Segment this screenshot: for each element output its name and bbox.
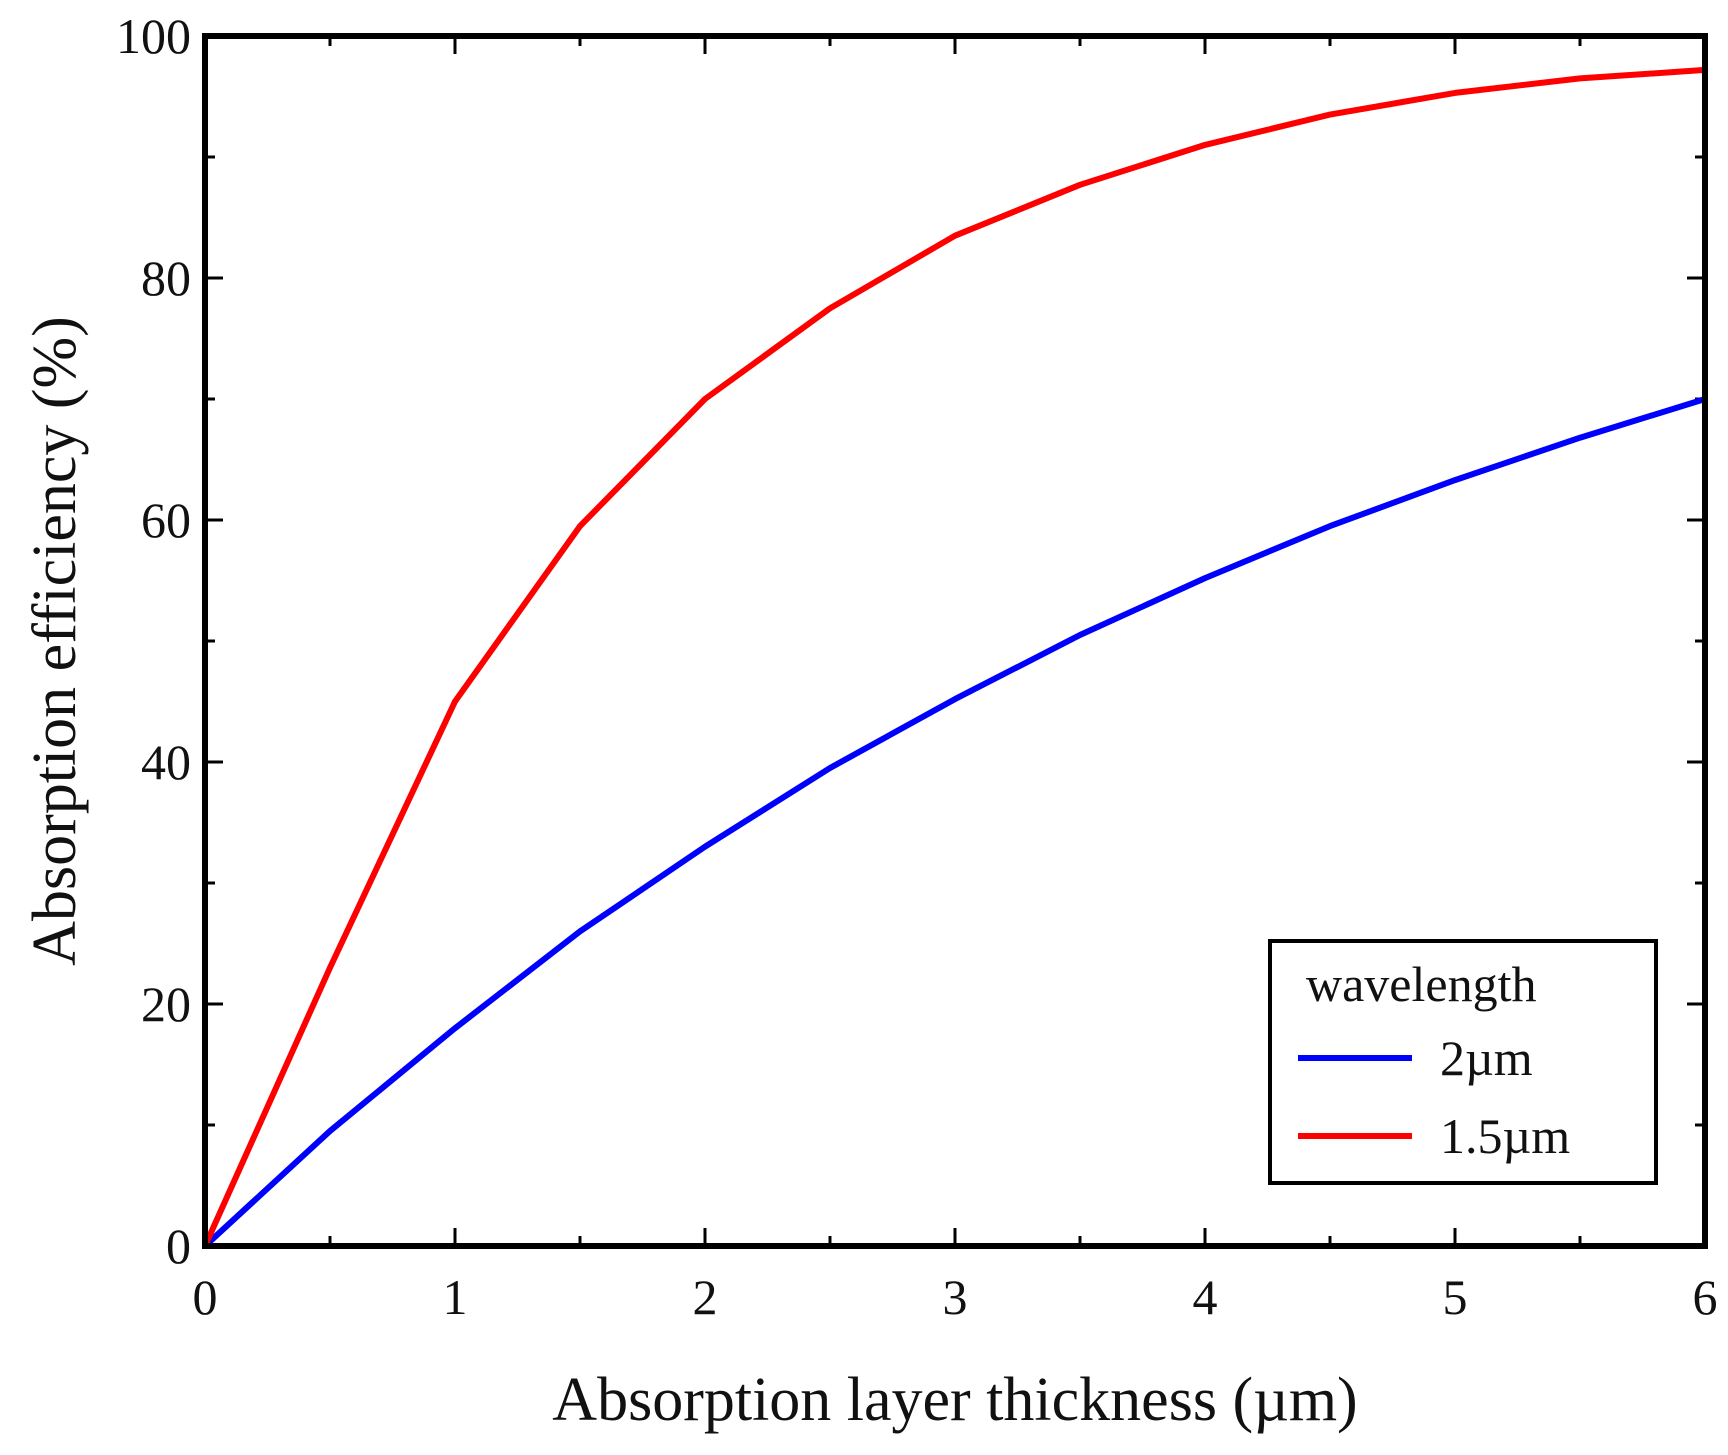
legend-label-1-5um: 1.5µm xyxy=(1440,1108,1570,1164)
y-tick-label: 100 xyxy=(116,8,191,64)
legend-title: wavelength xyxy=(1306,956,1536,1012)
x-tick-label: 3 xyxy=(943,1269,968,1325)
y-axis-label: Absorption efficiency (%) xyxy=(21,316,89,966)
legend-label-2um: 2µm xyxy=(1440,1030,1533,1086)
x-tick-label: 0 xyxy=(193,1269,218,1325)
x-tick-label: 4 xyxy=(1193,1269,1218,1325)
x-tick-label: 5 xyxy=(1443,1269,1468,1325)
x-tick-label: 6 xyxy=(1693,1269,1718,1325)
y-tick-label: 0 xyxy=(166,1218,191,1274)
x-tick-label: 1 xyxy=(443,1269,468,1325)
legend-box xyxy=(1268,939,1658,1185)
series-line-2um xyxy=(202,396,1706,1249)
x-tick-label: 2 xyxy=(693,1269,718,1325)
y-tick-label: 60 xyxy=(141,492,191,548)
series-line-1-5um xyxy=(202,66,1706,1248)
y-tick-label: 40 xyxy=(141,734,191,790)
y-tick-label: 80 xyxy=(141,250,191,306)
y-tick-label: 20 xyxy=(141,976,191,1032)
x-axis-label: Absorption layer thickness (µm) xyxy=(552,1366,1357,1434)
series-layer xyxy=(202,66,1706,1249)
legend: wavelength 2µm 1.5µm xyxy=(1268,939,1658,1185)
plot-frame xyxy=(202,33,1708,1249)
